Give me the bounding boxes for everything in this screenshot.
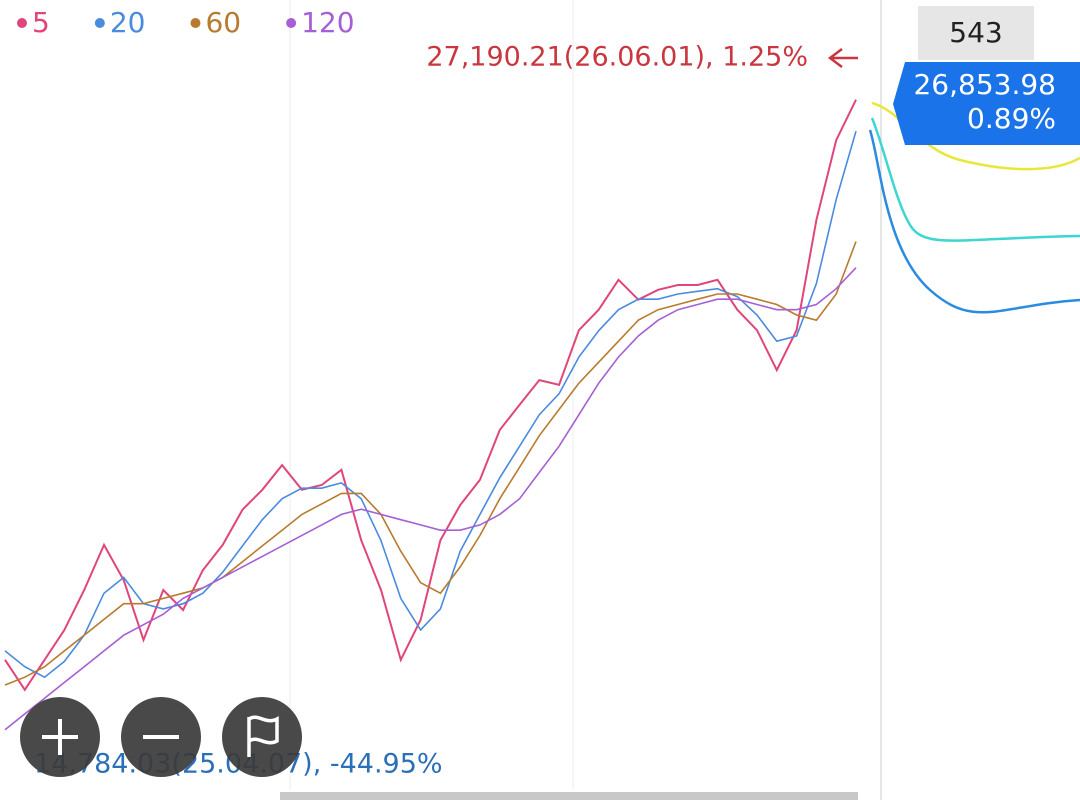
overlay-curve bbox=[868, 129, 1080, 314]
current-change: 0.89% bbox=[967, 102, 1056, 135]
legend-dot bbox=[190, 18, 201, 28]
overlay-curve bbox=[870, 117, 1080, 242]
legend-label: 5 bbox=[32, 6, 50, 39]
zoom-in-button[interactable] bbox=[20, 697, 100, 777]
count-label: 543 bbox=[949, 16, 1002, 49]
arrow bbox=[827, 48, 858, 68]
legend-dot bbox=[17, 18, 27, 28]
legend-label: 20 bbox=[110, 6, 146, 39]
flag-button[interactable] bbox=[222, 697, 302, 777]
ma-line bbox=[4, 130, 857, 679]
zoom-out-button[interactable] bbox=[121, 697, 201, 777]
scrollbar[interactable] bbox=[280, 792, 858, 800]
legend-dot bbox=[286, 18, 297, 28]
legend-label: 120 bbox=[301, 6, 354, 39]
ma-line bbox=[4, 267, 857, 731]
count-box bbox=[918, 6, 1034, 60]
high-annotation: 27,190.21(26.06.01), 1.25% bbox=[426, 42, 808, 73]
ma-line bbox=[4, 241, 857, 686]
current-price: 26,853.98 bbox=[913, 68, 1056, 101]
ma-line bbox=[4, 99, 857, 692]
legend-label: 60 bbox=[205, 6, 241, 39]
price-badge bbox=[893, 62, 1080, 145]
legend-dot bbox=[94, 18, 105, 28]
